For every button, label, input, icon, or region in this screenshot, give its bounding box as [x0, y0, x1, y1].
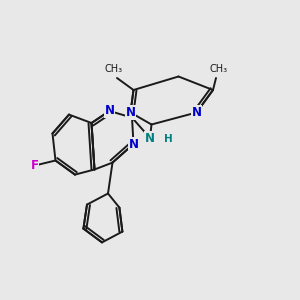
Text: N: N [145, 131, 155, 145]
Text: N: N [125, 106, 136, 119]
Text: CH₃: CH₃ [210, 64, 228, 74]
Text: H: H [164, 134, 173, 145]
Text: N: N [128, 137, 139, 151]
Text: F: F [31, 159, 38, 172]
Text: CH₃: CH₃ [105, 64, 123, 74]
Text: N: N [104, 104, 115, 118]
Text: N: N [191, 106, 202, 119]
